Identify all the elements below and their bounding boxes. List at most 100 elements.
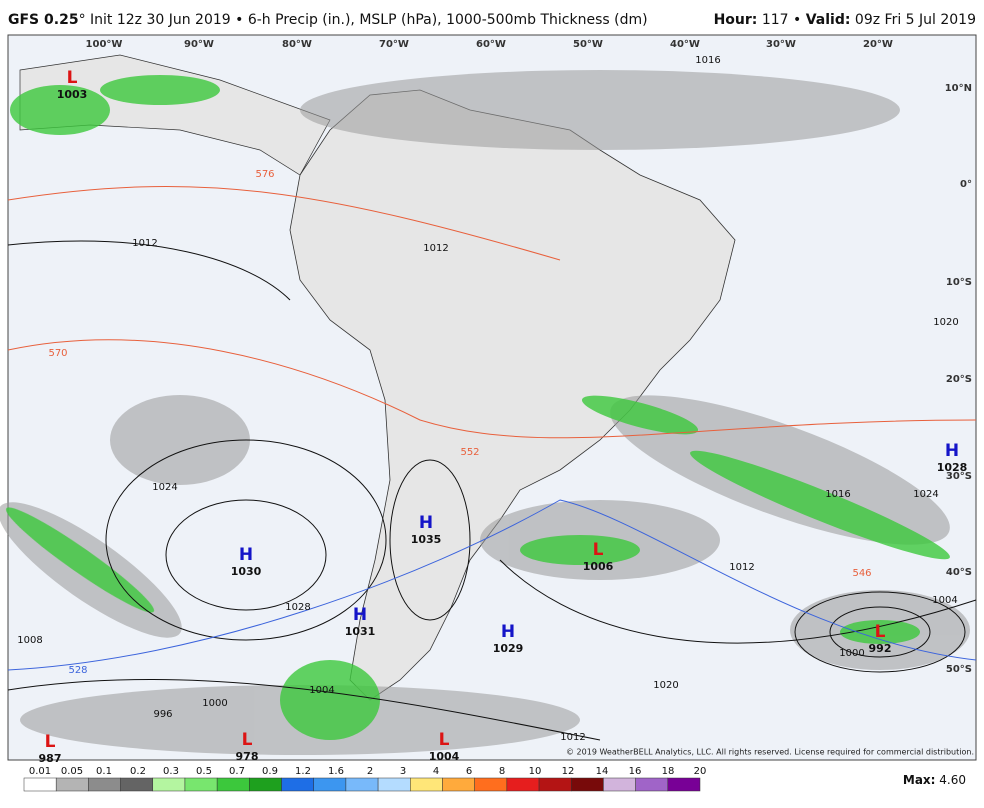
- colorbar-swatch: [216, 777, 250, 792]
- contour-label: 1024: [913, 489, 938, 500]
- colorbar-label: 6: [466, 766, 472, 777]
- longitude-label: 60°W: [476, 39, 506, 50]
- contour-label: 1012: [729, 562, 754, 573]
- center-letter: H: [353, 605, 367, 625]
- valid-label: Valid:: [806, 12, 851, 28]
- colorbar-swatch: [313, 777, 347, 792]
- colorbar-label: 0.7: [229, 766, 245, 777]
- contour-label: 1024: [152, 482, 177, 493]
- longitude-label: 70°W: [379, 39, 409, 50]
- colorbar-label: 20: [694, 766, 707, 777]
- hour-label: Hour:: [714, 12, 758, 28]
- latitude-label: 30°S: [946, 471, 972, 482]
- colorbar-swatch: [23, 777, 57, 792]
- longitude-label: 30°W: [766, 39, 796, 50]
- latitude-label: 40°S: [946, 567, 972, 578]
- colorbar-swatch: [603, 777, 636, 792]
- center-letter: H: [501, 622, 515, 642]
- center-letter: L: [242, 730, 253, 750]
- colorbar-swatch: [88, 777, 121, 792]
- colorbar-swatch: [442, 777, 475, 792]
- colorbar-swatch: [667, 777, 701, 792]
- colorbar-label: 18: [662, 766, 675, 777]
- center-pressure: 1031: [345, 625, 376, 638]
- center-letter: L: [439, 730, 450, 750]
- latitude-label: 0°: [960, 179, 972, 190]
- center-letter: L: [875, 622, 886, 642]
- hour-value: 117 •: [757, 12, 805, 28]
- colorbar-label: 0.01: [29, 766, 51, 777]
- center-pressure: 987: [39, 752, 62, 765]
- latitude-label: 50°S: [946, 664, 972, 675]
- latitude-label: 20°S: [946, 374, 972, 385]
- contour-label: 996: [153, 709, 172, 720]
- colorbar-swatch: [281, 777, 314, 792]
- longitude-label: 100°W: [86, 39, 123, 50]
- colorbar-swatch: [538, 777, 572, 792]
- colorbar-label: 2: [367, 766, 373, 777]
- colorbar-swatch: [152, 777, 186, 792]
- longitude-label: 50°W: [573, 39, 603, 50]
- center-pressure: 1003: [57, 88, 88, 101]
- colorbar-swatch: [377, 777, 411, 792]
- colorbar-swatch: [410, 777, 443, 792]
- colorbar-swatch: [120, 777, 154, 792]
- longitude-label: 90°W: [184, 39, 214, 50]
- colorbar-label: 0.05: [61, 766, 83, 777]
- contour-label: 1028: [285, 602, 310, 613]
- center-pressure: 1006: [583, 560, 614, 573]
- contour-label: 1020: [933, 317, 958, 328]
- center-pressure: 1028: [937, 461, 968, 474]
- colorbar-label: 0.9: [262, 766, 278, 777]
- isobars: [7, 240, 977, 741]
- contour-label: 1012: [423, 243, 448, 254]
- max-number: 4.60: [935, 773, 966, 787]
- colorbar-swatch: [506, 777, 540, 792]
- colorbar-swatch: [635, 777, 669, 792]
- colorbar-label: 1.6: [328, 766, 344, 777]
- contour-label: 1000: [202, 698, 227, 709]
- contour-label: 528: [68, 665, 87, 676]
- colorbar-swatch: [184, 777, 218, 792]
- contour-label: 576: [255, 169, 274, 180]
- latitude-label: 10°S: [946, 277, 972, 288]
- contour-label: 1004: [309, 685, 334, 696]
- center-letter: H: [945, 441, 959, 461]
- colorbar-label: 1.2: [295, 766, 311, 777]
- center-pressure: 1029: [493, 642, 524, 655]
- contour-label: 1012: [560, 732, 585, 743]
- colorbar-label: 12: [562, 766, 575, 777]
- center-letter: H: [419, 513, 433, 533]
- colorbar-label: 0.1: [96, 766, 112, 777]
- header-left: GFS 0.25° Init 12z 30 Jun 2019 • 6-h Pre…: [8, 12, 648, 28]
- center-pressure: 978: [236, 750, 259, 763]
- longitude-label: 20°W: [863, 39, 893, 50]
- center-pressure: 1004: [429, 750, 460, 763]
- colorbar-label: 0.2: [130, 766, 146, 777]
- colorbar-swatch: [474, 777, 508, 792]
- contour-label: 570: [48, 348, 67, 359]
- colorbar-label: 14: [596, 766, 609, 777]
- colorbar-label: 10: [529, 766, 542, 777]
- contour-label: 552: [460, 447, 479, 458]
- thickness-cold: [7, 499, 977, 671]
- center-pressure: 1030: [231, 565, 262, 578]
- colorbar-swatch: [345, 777, 379, 792]
- center-letter: L: [67, 68, 78, 88]
- contour-label: 1020: [653, 680, 678, 691]
- valid-value: 09z Fri 5 Jul 2019: [850, 12, 976, 28]
- colorbar-label: 4: [433, 766, 439, 777]
- center-letter: H: [239, 545, 253, 565]
- contour-label: 1012: [132, 238, 157, 249]
- colorbar-label: 0.3: [163, 766, 179, 777]
- colorbar-label: 0.5: [196, 766, 212, 777]
- colorbar-label: 8: [499, 766, 505, 777]
- contour-label: 1000: [839, 648, 864, 659]
- contour-label: 546: [852, 568, 871, 579]
- precip: [5, 75, 950, 740]
- copyright: © 2019 WeatherBELL Analytics, LLC. All r…: [566, 748, 974, 757]
- colorbar-swatch: [249, 777, 282, 792]
- thickness-lines: [7, 186, 977, 439]
